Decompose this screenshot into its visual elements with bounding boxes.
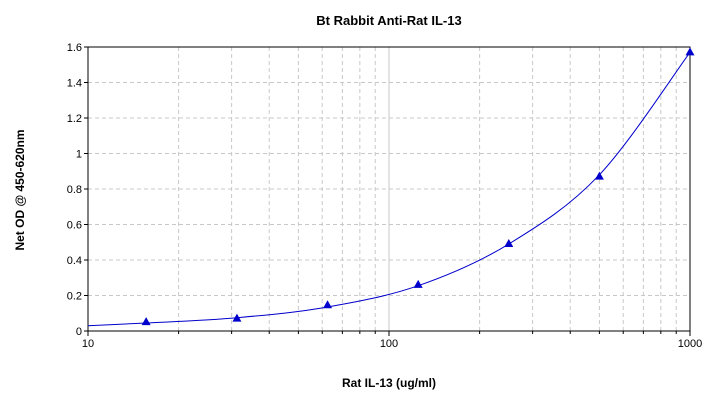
x-axis-label: Rat IL-13 (ug/ml) — [342, 376, 436, 390]
y-tick-label: 1.2 — [67, 113, 82, 125]
data-point — [685, 47, 695, 56]
y-tick-label: 0.4 — [67, 255, 82, 267]
data-point — [323, 300, 333, 309]
data-point — [141, 317, 151, 326]
ticks: 0 0.2 0.4 0.6 0.8 1 1.2 1.4 1.6 10 100 1000 — [67, 42, 703, 350]
y-tick-label: 1.4 — [67, 78, 82, 90]
data-point — [594, 171, 604, 180]
data-point — [413, 279, 423, 288]
y-axis-label: Net OD @ 450-620nm — [13, 129, 27, 250]
y-tick-label: 1.6 — [67, 42, 82, 54]
x-tick-label: 10 — [82, 338, 94, 350]
data-point — [504, 239, 514, 248]
x-tick-label: 100 — [380, 338, 398, 350]
y-tick-label: 0.6 — [67, 220, 82, 232]
grid — [88, 47, 690, 331]
x-tick-label: 1000 — [678, 338, 702, 350]
y-tick-label: 1 — [76, 149, 82, 161]
chart-title: Bt Rabbit Anti-Rat IL-13 — [316, 13, 461, 28]
y-tick-label: 0.2 — [67, 291, 82, 303]
y-tick-label: 0.8 — [67, 184, 82, 196]
y-tick-label: 0 — [76, 326, 82, 338]
data-points — [141, 47, 695, 326]
data-point — [232, 313, 242, 322]
